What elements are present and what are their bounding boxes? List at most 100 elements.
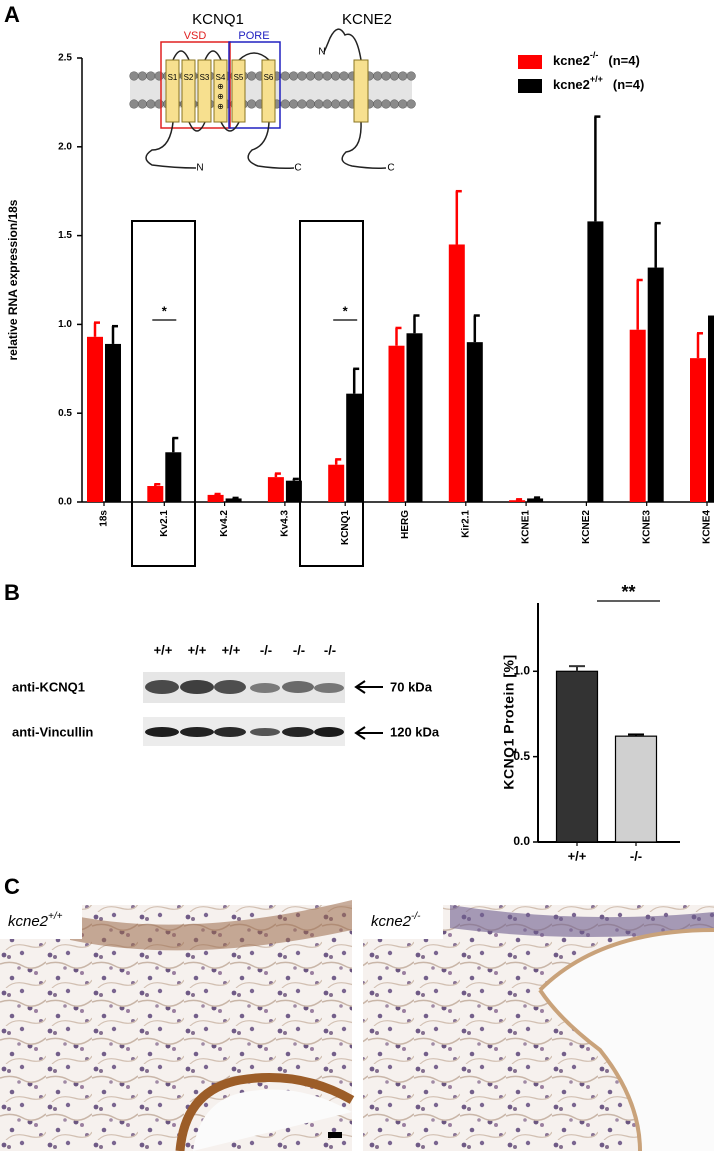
y-tick-label: 0.5 (513, 749, 530, 763)
y-tick-label: 0.5 (58, 408, 72, 419)
kcne2-c (341, 121, 387, 169)
lane-label: -/- (293, 642, 305, 657)
domain-label: PORE (238, 30, 269, 42)
legend-note: (n=4) (608, 53, 639, 68)
vessel-wall (175, 1073, 355, 1151)
lipid-head (280, 99, 290, 109)
x-tick-label: KCNE3 (641, 510, 652, 544)
helix (261, 59, 276, 123)
error-bar (594, 115, 601, 222)
legend-name: kcne2 (553, 53, 590, 68)
x-tick-label: 18s (99, 510, 110, 527)
scale-bar (328, 1132, 342, 1138)
lipid-head (381, 71, 391, 81)
y-tick-label: 0.0 (58, 497, 72, 508)
error-bar (334, 458, 342, 465)
lipid-head (389, 99, 399, 109)
panel-label: C (4, 874, 20, 899)
legend-entry: kcne2+/+ (n=4) (553, 74, 644, 92)
lipid-head (297, 99, 307, 109)
band (180, 680, 214, 694)
segment-label: S6 (264, 73, 274, 82)
lipid-head (137, 71, 147, 81)
lane-label: +/+ (222, 642, 241, 657)
channel-diagram: S1 S2 S3 S4 S5 S6⊕⊕⊕ KCNQ1 KCNE2 VSD PORE N C… (129, 11, 416, 174)
lipid-head (322, 99, 332, 109)
x-tick-label: KCNQ1 (340, 510, 351, 545)
bar (328, 464, 345, 502)
x-tick-label: KCNE1 (521, 510, 532, 544)
label-superscript: +/+ (48, 911, 63, 922)
y-tick-label: 2.0 (58, 141, 72, 152)
lipid-head (331, 99, 341, 109)
bar (555, 670, 599, 843)
band (282, 681, 314, 693)
lane-label: -/- (260, 642, 272, 657)
bar (388, 345, 405, 502)
n-terminus (145, 121, 197, 169)
y-tick-label: 1.5 (58, 230, 72, 241)
bar (647, 267, 664, 502)
vessel-wall (538, 928, 714, 1151)
error-bar (154, 482, 161, 487)
x-tick-label: -/- (630, 848, 642, 863)
lipid-head (280, 71, 290, 81)
band (250, 728, 280, 736)
lipid-head (322, 71, 332, 81)
terminus-label: C (387, 163, 394, 174)
lipid-head (154, 71, 164, 81)
size-label: 70 kDa (390, 679, 433, 694)
airway-epithelium (70, 900, 352, 951)
c-terminus (247, 121, 295, 169)
lipid-head (373, 99, 383, 109)
segment-label: S1 (168, 73, 178, 82)
error-bar (473, 314, 480, 343)
arrow (354, 726, 383, 740)
lipid-head (314, 99, 324, 109)
lipid-head (389, 71, 399, 81)
legend-entry: kcne2-/- (n=4) (553, 50, 640, 68)
pore-box (228, 41, 281, 129)
band (145, 727, 179, 737)
terminus-label: N (318, 47, 325, 58)
lipid-head (154, 99, 164, 109)
highlight-box (131, 220, 196, 567)
helix (353, 59, 369, 123)
error-bar (395, 326, 402, 346)
bar (207, 494, 224, 502)
lipid-head (339, 99, 349, 109)
charge: ⊕ (217, 102, 224, 111)
x-tick-label: Kv4.3 (280, 510, 291, 537)
significance: ** (621, 582, 635, 602)
y-tick-label: 1.0 (513, 663, 530, 677)
lipid-head (406, 99, 416, 109)
lipid-head (289, 99, 299, 109)
lipid-head (129, 99, 139, 109)
protein-label: KCNE2 (342, 11, 392, 28)
bar (614, 735, 658, 843)
row-label: anti-Vincullin (12, 724, 93, 739)
legend-swatch (518, 55, 542, 69)
error-bar (232, 496, 239, 500)
band (314, 727, 344, 737)
bar (105, 343, 121, 502)
bar (147, 486, 164, 502)
error-bar (455, 189, 462, 245)
significance: * (343, 303, 349, 318)
bar (708, 315, 714, 502)
error-bar (569, 665, 585, 672)
protein-label: KCNQ1 (192, 11, 244, 28)
y-tick-label: 1.0 (58, 319, 72, 330)
charge: ⊕ (217, 92, 224, 101)
row-label: anti-KCNQ1 (12, 679, 85, 694)
error-bar (93, 321, 100, 337)
band (314, 683, 344, 693)
image-label: kcne2+/+ (8, 911, 63, 930)
legend-name: kcne2 (553, 77, 590, 92)
legend-superscript: -/- (590, 50, 599, 60)
lipid-head (398, 71, 408, 81)
lipid-head (373, 71, 383, 81)
highlight-box (299, 220, 364, 567)
bar (448, 244, 465, 503)
terminus-label: N (196, 163, 203, 174)
